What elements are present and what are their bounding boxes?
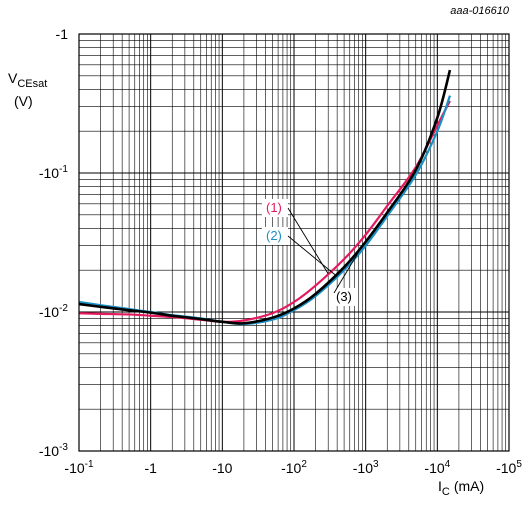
y-tick-labels: -10-3 -10-2 -10-1 -1 <box>39 26 69 459</box>
x-tick-label: -102 <box>281 459 307 476</box>
x-tick-labels: -10-1 -1 -10 -102 -103 -104 -105 <box>64 459 522 476</box>
series-line-3 <box>78 69 452 325</box>
plot-frame <box>78 33 510 452</box>
series-group <box>78 69 452 326</box>
x-axis-label: IC (mA) <box>438 478 484 498</box>
y-tick-label: -10-3 <box>39 442 69 459</box>
x-tick-label: -104 <box>424 459 450 476</box>
x-tick-label: -10 <box>212 460 232 476</box>
annotation-bg <box>262 227 288 245</box>
annotation-bg <box>332 288 358 306</box>
annotation-leader <box>287 235 338 277</box>
x-tick-label: -103 <box>353 459 379 476</box>
annotation-label-2: (2) <box>266 228 282 243</box>
annotation-leader <box>287 207 329 275</box>
y-axis-unit: (V) <box>14 93 33 109</box>
annotations: (1) (2) (3) <box>262 199 363 306</box>
annotation-label-3: (3) <box>336 289 352 304</box>
x-tick-label: -1 <box>144 460 157 476</box>
y-tick-label: -1 <box>56 26 69 42</box>
annotation-label-1: (1) <box>266 200 282 215</box>
x-tick-label: -105 <box>496 459 522 476</box>
series-line-1 <box>78 100 451 323</box>
y-tick-label: -10-2 <box>39 303 69 320</box>
y-axis-label: VCEsat <box>8 70 47 90</box>
y-tick-label: -10-1 <box>39 164 69 181</box>
figure-id: aaa-016610 <box>450 5 510 17</box>
x-tick-label: -10-1 <box>64 459 94 476</box>
annotation-bg <box>262 199 288 217</box>
annotation-leader <box>333 245 363 294</box>
grid <box>78 34 509 452</box>
